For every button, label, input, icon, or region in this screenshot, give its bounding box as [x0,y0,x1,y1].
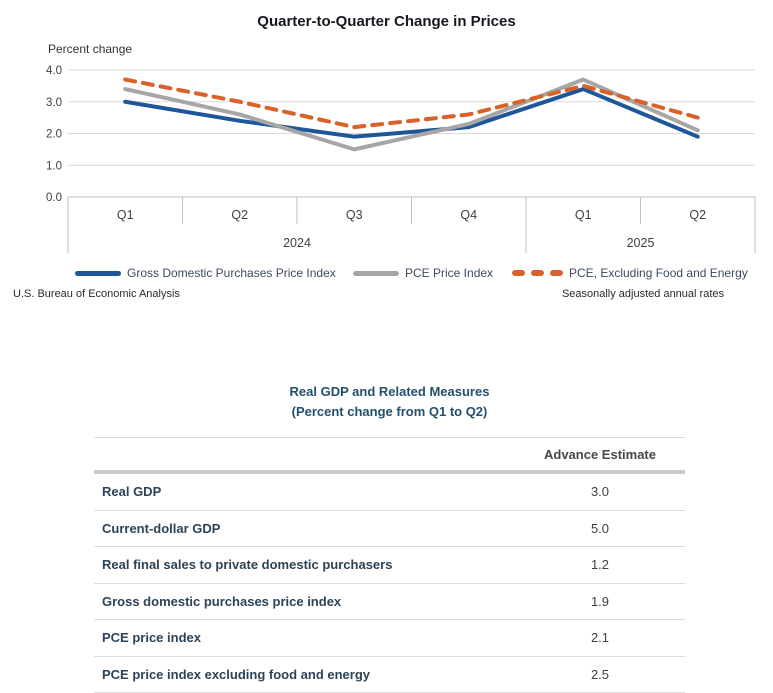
blue-line-swatch-icon [75,271,121,276]
source-note: U.S. Bureau of Economic Analysis [13,288,180,300]
row-value: 3.0 [540,484,660,499]
y-tick-label: 2.0 [46,129,62,141]
table-row: PCE price index excluding food and energ… [94,657,685,693]
legend-item-gdp-purchases: Gross Domestic Purchases Price Index [75,264,336,282]
x-tick-label: Q1 [575,208,592,222]
table-row: Real final sales to private domestic pur… [94,547,685,584]
row-value: 2.5 [540,667,660,682]
chart-legend: Gross Domestic Purchases Price Index PCE… [0,264,773,282]
table-header-row: Advance Estimate [94,437,685,470]
y-tick-label: 0.0 [46,192,62,204]
legend-label: PCE, Excluding Food and Energy [569,266,748,280]
legend-item-pce-excl-food-energy: PCE, Excluding Food and Energy [512,264,748,282]
table-title: Real GDP and Related Measures [94,384,685,399]
y-tick-label: 4.0 [46,65,62,77]
column-header-advance-estimate: Advance Estimate [540,447,660,462]
series-line-pce-excluding-food-and-energy [125,80,698,128]
row-label: PCE price index [94,630,540,645]
row-label: PCE price index excluding food and energ… [94,667,540,682]
y-tick-label: 1.0 [46,160,62,172]
legend-label: PCE Price Index [405,266,493,280]
row-value: 2.1 [540,630,660,645]
x-tick-label: Q3 [346,208,363,222]
row-value: 1.9 [540,594,660,609]
table-subtitle: (Percent change from Q1 to Q2) [94,404,685,419]
row-label: Real final sales to private domestic pur… [94,557,540,572]
year-label: 2025 [627,236,655,250]
y-tick-label: 3.0 [46,97,62,109]
x-tick-label: Q2 [231,208,248,222]
x-tick-label: Q4 [460,208,477,222]
x-tick-label: Q2 [689,208,706,222]
row-value: 1.2 [540,557,660,572]
adjustment-note: Seasonally adjusted annual rates [562,288,724,300]
year-label: 2024 [283,236,311,250]
gray-line-swatch-icon [353,271,399,276]
series-line-gross-domestic-purchases-price-index [125,89,698,137]
legend-item-pce: PCE Price Index [353,264,493,282]
row-label: Gross domestic purchases price index [94,594,540,609]
row-label: Real GDP [94,484,540,499]
price-change-line-chart: 0.0 1.0 2.0 3.0 4.0 Q1 Q2 Q3 Q4 Q1 Q2 2024 2025 [0,0,773,258]
row-value: 5.0 [540,521,660,536]
x-tick-label: Q1 [117,208,134,222]
legend-label: Gross Domestic Purchases Price Index [127,266,336,280]
row-label: Current-dollar GDP [94,521,540,536]
orange-dashed-line-swatch-icon [512,270,563,276]
